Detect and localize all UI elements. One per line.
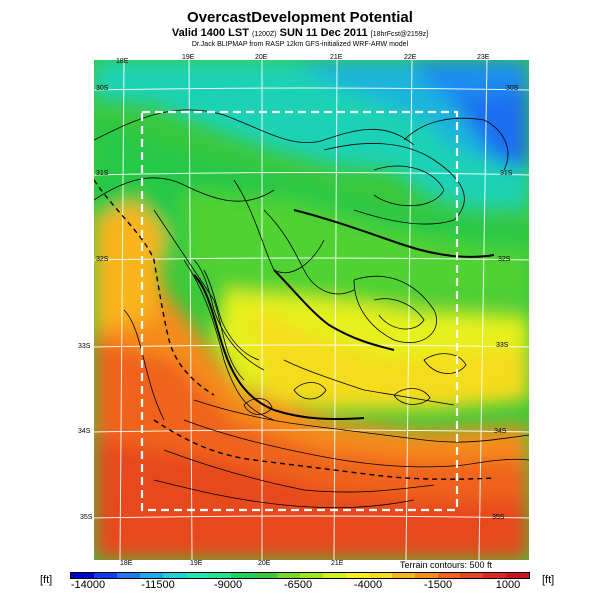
colorbar-swatch <box>93 573 117 578</box>
lon-top-label: 23E <box>477 54 490 61</box>
valid-date: SUN 11 Dec 2011 <box>279 27 368 39</box>
colorbar-unit-right: [ft] <box>542 574 555 586</box>
terrain-contours <box>94 109 529 509</box>
colorbar-swatch <box>368 573 392 578</box>
colorbar-swatch <box>231 573 255 578</box>
overcast-field <box>94 60 529 560</box>
dashed-coastline <box>94 179 495 480</box>
lon-top-label: 21E <box>330 54 343 61</box>
colorbar-swatch <box>483 573 507 578</box>
colorbar-swatch <box>460 573 484 578</box>
colorbar-swatch <box>71 573 94 578</box>
colorbar-swatch <box>162 573 186 578</box>
lon-top-label: 18E <box>116 58 129 65</box>
lat-right-label: 34S <box>494 428 507 435</box>
colorbar-swatch <box>506 573 530 578</box>
inner-domain-box <box>140 110 459 512</box>
colorbar-unit-left: [ft] <box>40 574 53 586</box>
colorbar-swatch <box>116 573 140 578</box>
lat-right-label: 30S <box>506 85 519 92</box>
lat-left-label: 32S <box>96 256 109 263</box>
colorbar-swatch <box>322 573 346 578</box>
colorbar-tick: -4000 <box>353 579 383 591</box>
lat-left-label: 30S <box>96 85 109 92</box>
colorbar-tick: -9000 <box>213 579 243 591</box>
colorbar-tick: 1000 <box>495 579 521 591</box>
colorbar-swatch <box>208 573 232 578</box>
lon-bottom-label: 19E <box>190 560 203 567</box>
forecast-tag: [18hrFcst@2159z] <box>370 31 429 38</box>
colorbar-swatch <box>437 573 461 578</box>
lat-left-label: 34S <box>78 428 91 435</box>
lat-right-label: 32S <box>498 256 511 263</box>
lat-left-label: 35S <box>80 514 93 521</box>
lat-left-label: 33S <box>78 343 91 350</box>
colorbar-swatch <box>300 573 323 578</box>
colorbar-swatch <box>414 573 438 578</box>
lon-bottom-label: 18E <box>120 560 133 567</box>
colorbar-swatch <box>139 573 163 578</box>
colorbar <box>70 572 530 579</box>
colorbar-swatch <box>391 573 415 578</box>
lon-bottom-label: 21E <box>331 560 344 567</box>
forecast-map[interactable]: 18E 19E 20E 21E 22E 23E 18E 19E 20E 21E … <box>78 54 529 567</box>
lon-top-label: 20E <box>255 54 268 61</box>
sea-coast-contour <box>193 209 495 421</box>
lon-bottom-label: 20E <box>258 560 271 567</box>
model-credit: Dr.Jack BLIPMAP from RASP 12km GFS-initi… <box>191 41 409 48</box>
lon-top-label: 22E <box>404 54 417 61</box>
colorbar-swatch <box>277 573 301 578</box>
graticule <box>94 60 529 560</box>
lat-right-label: 35S <box>492 514 505 521</box>
colorbar-swatch <box>185 573 209 578</box>
colorbar-swatch <box>254 573 278 578</box>
map-title: OvercastDevelopment Potential <box>187 9 413 26</box>
valid-time: Valid 1400 LST (1200Z) SUN 11 Dec 2011 [… <box>0 27 600 39</box>
valid-utc: (1200Z) <box>252 31 277 38</box>
map-canvas <box>94 60 529 560</box>
terrain-contour-note: Terrain contours: 500 ft <box>400 560 493 570</box>
lat-right-label: 33S <box>496 342 509 349</box>
lat-left-label: 31S <box>96 170 109 177</box>
lon-top-label: 19E <box>182 54 195 61</box>
colorbar-tick: -1500 <box>423 579 453 591</box>
colorbar-tick: -6500 <box>283 579 313 591</box>
colorbar-tick: -14000 <box>70 579 106 591</box>
colorbar-swatch <box>345 573 369 578</box>
lat-right-label: 31S <box>500 170 513 177</box>
valid-main: Valid 1400 LST <box>171 27 249 39</box>
colorbar-tick: -11500 <box>141 579 175 591</box>
